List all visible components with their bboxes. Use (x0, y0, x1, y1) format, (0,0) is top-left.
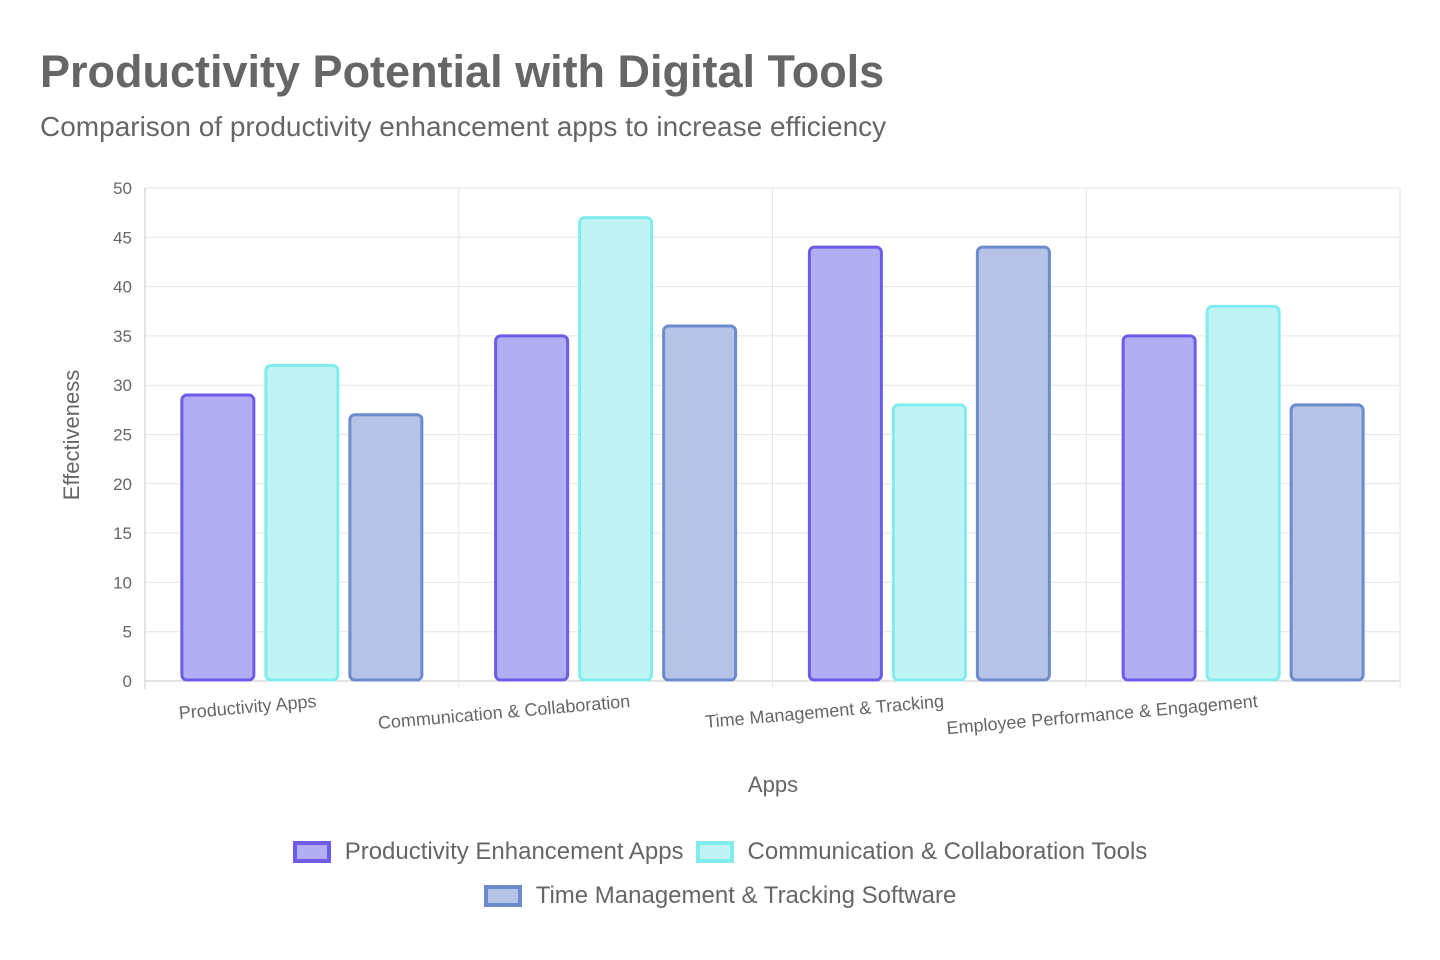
bar (807, 245, 883, 682)
y-tick-label: 20 (113, 475, 132, 494)
legend-row: Productivity Enhancement Apps Communicat… (0, 830, 1440, 874)
legend-label: Communication & Collaboration Tools (747, 838, 1148, 865)
legend-swatch (292, 841, 331, 863)
bar (578, 216, 654, 682)
x-axis-title: Apps (748, 772, 798, 797)
bar (264, 363, 340, 682)
legend-label: Productivity Enhancement Apps (344, 838, 684, 865)
legend-row: Time Management & Tracking Software (0, 874, 1440, 918)
bar (348, 413, 424, 682)
bar (494, 334, 570, 682)
bar (1121, 334, 1197, 682)
x-tick-label: Time Management & Tracking (704, 691, 944, 732)
bar (180, 393, 256, 682)
bar (1205, 304, 1281, 682)
legend-item-communication-collaboration-tools[interactable]: Communication & Collaboration Tools (695, 838, 1148, 866)
bar (891, 403, 967, 682)
bar (662, 324, 738, 682)
y-tick-label: 40 (113, 278, 132, 297)
y-tick-label: 5 (123, 623, 132, 642)
x-tick-label: Productivity Apps (178, 691, 317, 723)
bars (180, 216, 1365, 682)
chart-subtitle: Comparison of productivity enhancement a… (40, 111, 887, 142)
chart-title: Productivity Potential with Digital Tool… (40, 46, 885, 97)
legend-swatch (695, 841, 734, 863)
x-tick-label: Communication & Collaboration (377, 691, 631, 733)
y-tick-label: 0 (123, 672, 132, 691)
y-tick-label: 10 (113, 573, 132, 592)
legend-item-time-management-tracking-software[interactable]: Time Management & Tracking Software (483, 882, 957, 910)
legend-swatch (483, 885, 522, 907)
y-tick-label: 50 (113, 179, 132, 198)
bar (1289, 403, 1365, 682)
y-tick-label: 30 (113, 376, 132, 395)
legend-item-productivity-enhancement-apps[interactable]: Productivity Enhancement Apps (292, 838, 684, 866)
y-tick-label: 45 (113, 228, 132, 247)
bar (975, 245, 1051, 682)
y-axis-title: Effectiveness (59, 370, 84, 500)
y-tick-label: 15 (113, 524, 132, 543)
legend: Productivity Enhancement Apps Communicat… (0, 830, 1440, 918)
y-tick-label: 25 (113, 426, 132, 445)
y-tick-label: 35 (113, 327, 132, 346)
x-tick-label: Employee Performance & Engagement (946, 691, 1259, 738)
legend-label: Time Management & Tracking Software (535, 882, 957, 909)
